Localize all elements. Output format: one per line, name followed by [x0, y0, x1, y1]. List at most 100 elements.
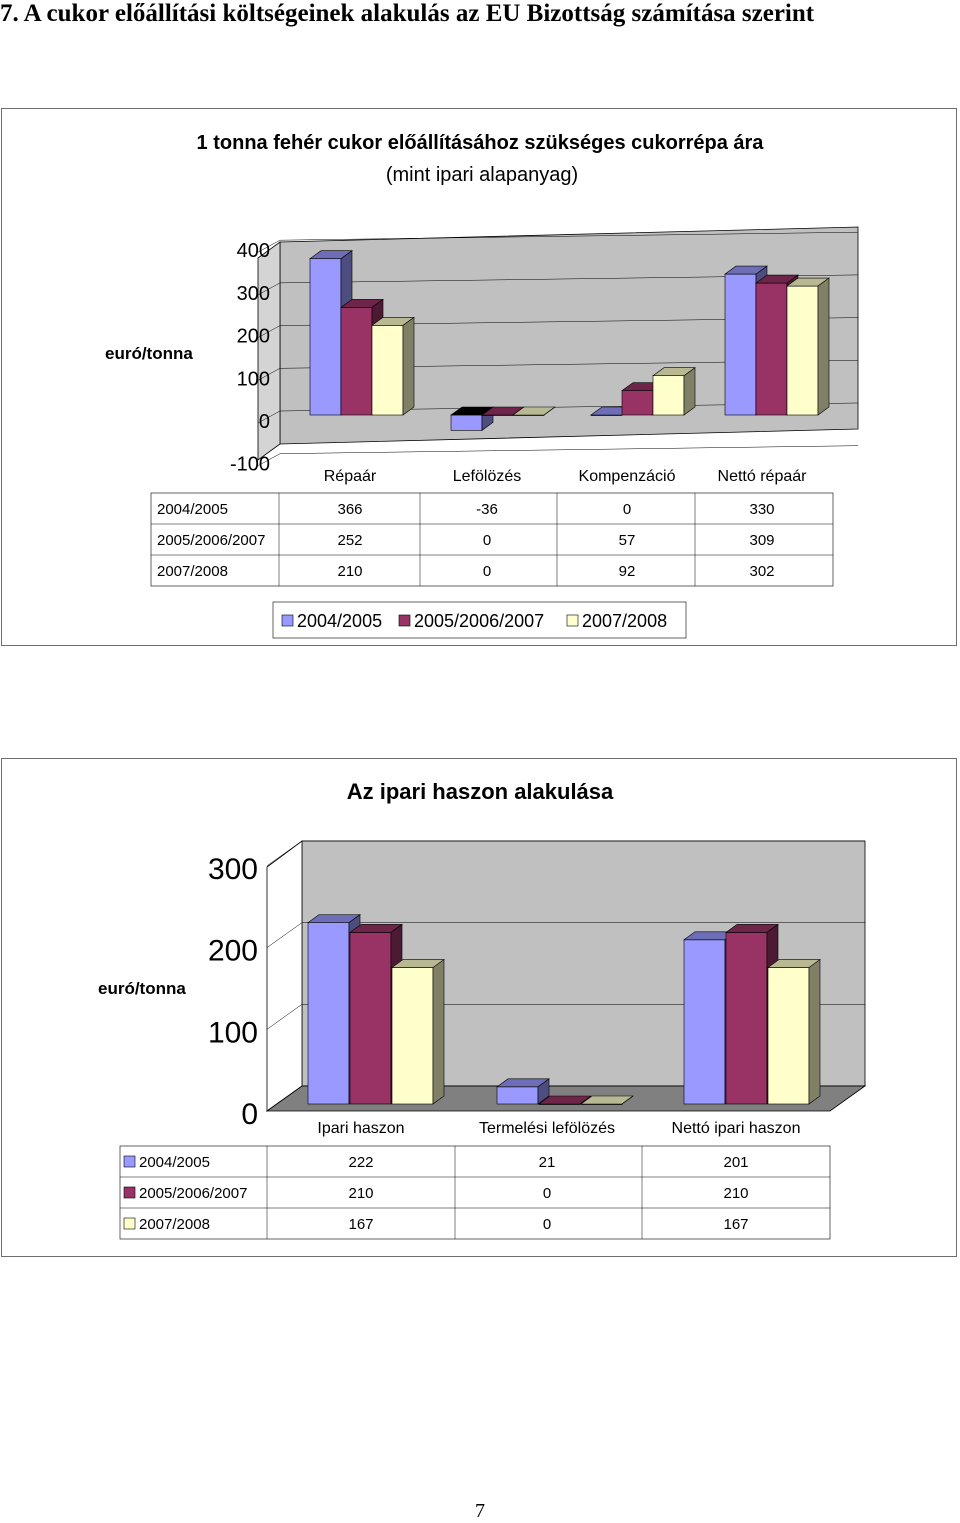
gridline [266, 1085, 865, 1112]
data-label: 210 [723, 1185, 748, 1202]
bar-1-2 [725, 932, 768, 1105]
y-tick-label: 300 [237, 283, 270, 305]
legend-label: 2005/2006/2007 [414, 611, 544, 631]
bar-zero-cap [451, 407, 493, 415]
data-table [150, 492, 834, 587]
y-tick-label: -100 [230, 454, 270, 476]
x-tick-label: Lefölözés [453, 468, 522, 485]
y-tick-label: 100 [208, 1016, 258, 1049]
data-label: 302 [749, 563, 774, 580]
bar-2-2 [652, 375, 685, 416]
bar-2-2 [767, 967, 810, 1105]
bar-0-0 [309, 258, 342, 416]
gridline [266, 922, 865, 948]
table-row-header: 2007/2008 [139, 1216, 210, 1233]
chart-profit-box: Az ipari haszon alakulása euró/tonna 300 20… [1, 758, 957, 1257]
y-axis-label: euró/tonna [98, 979, 186, 998]
legend-swatch [123, 1186, 136, 1199]
y-tick-label: 300 [208, 853, 258, 886]
data-label: 0 [623, 501, 631, 518]
chart-price-box: 1 tonna fehér cukor előállításához szüks… [1, 108, 957, 646]
gridline [257, 274, 859, 296]
gridline [257, 231, 859, 253]
data-label: 309 [749, 532, 774, 549]
chart-profit: Az ipari haszon alakulása euró/tonna 300 20… [98, 779, 867, 1240]
bar-2-2-side [808, 958, 821, 1105]
x-tick-label: Répaár [324, 468, 377, 485]
page-heading: 7. A cukor előállítási költségeinek alak… [0, 0, 815, 27]
table-row-header: 2005/2006/2007 [139, 1185, 247, 1202]
chart-price: 1 tonna fehér cukor előállításához szüks… [105, 132, 859, 639]
x-tick-label: Nettó ipari haszon [672, 1120, 801, 1137]
side-wall [266, 840, 303, 1112]
data-label: 252 [337, 532, 362, 549]
data-label: 201 [723, 1154, 748, 1171]
data-label: 0 [483, 532, 491, 549]
data-label: 57 [619, 532, 636, 549]
data-label: 0 [483, 563, 491, 580]
data-label: 21 [539, 1154, 556, 1171]
y-tick-label: 0 [259, 411, 270, 433]
legend-swatch [398, 614, 411, 627]
chart-subtitle: (mint ipari alapanyag) [386, 164, 578, 186]
data-label: 222 [348, 1154, 373, 1171]
data-label: -36 [476, 501, 498, 518]
bar-1-3 [755, 282, 788, 416]
table-row-header: 2007/2008 [157, 563, 228, 580]
bar-2-3-side [817, 277, 830, 416]
bar-2-3 [786, 285, 819, 416]
y-tick-label: 200 [208, 935, 258, 968]
gridline [257, 317, 859, 338]
legend-swatch [123, 1155, 136, 1168]
chart-title: Az ipari haszon alakulása [347, 779, 614, 804]
data-table [119, 1145, 831, 1240]
legend-swatch [281, 614, 294, 627]
data-label: 167 [723, 1216, 748, 1233]
data-label: 210 [337, 563, 362, 580]
bar-1-0 [340, 307, 373, 416]
gridline [257, 445, 859, 466]
gridline [266, 840, 865, 867]
bar-0-2 [683, 939, 726, 1105]
table-row-header: 2004/2005 [139, 1154, 210, 1171]
gridline [257, 360, 859, 381]
bar-2-0-side [402, 316, 415, 416]
data-label: 210 [348, 1185, 373, 1202]
y-tick-label: 100 [237, 368, 270, 390]
side-wall [257, 241, 281, 461]
data-label: 167 [348, 1216, 373, 1233]
bar-0-1 [496, 1086, 539, 1105]
legend-label: 2004/2005 [297, 611, 382, 631]
legend-swatch [566, 614, 579, 627]
bar-2-1-side [543, 406, 556, 416]
bar-0-1 [450, 414, 483, 431]
table-row-header: 2005/2006/2007 [157, 532, 265, 549]
y-axis-label: euró/tonna [105, 344, 193, 363]
bar-2-0-side [432, 958, 445, 1105]
x-tick-label: Nettó répaár [718, 468, 808, 485]
x-tick-label: Ipari haszon [317, 1120, 404, 1137]
data-label: 0 [543, 1185, 551, 1202]
legend-box [272, 601, 687, 639]
bar-2-0 [391, 967, 434, 1105]
page-number: 7 [475, 1500, 485, 1522]
bar-2-2-side [683, 367, 696, 416]
x-tick-label: Termelési lefölözés [479, 1120, 615, 1137]
y-tick-label: 0 [241, 1098, 258, 1131]
bar-0-0 [307, 922, 350, 1105]
table-row-header: 2004/2005 [157, 501, 228, 518]
data-label: 366 [337, 501, 362, 518]
y-tick-label: 400 [237, 240, 270, 262]
data-label: 330 [749, 501, 774, 518]
legend-swatch [123, 1217, 136, 1230]
bar-1-1-side [579, 1095, 592, 1105]
bar-2-1-side [621, 1095, 634, 1105]
bar-0-3 [724, 273, 757, 416]
bar-1-0 [349, 932, 392, 1105]
data-label: 92 [619, 563, 636, 580]
bar-1-2 [621, 390, 654, 416]
bar-2-0 [371, 325, 404, 416]
legend-label: 2007/2008 [582, 611, 667, 631]
x-tick-label: Kompenzáció [579, 468, 676, 485]
bar-0-1-side [537, 1078, 550, 1105]
